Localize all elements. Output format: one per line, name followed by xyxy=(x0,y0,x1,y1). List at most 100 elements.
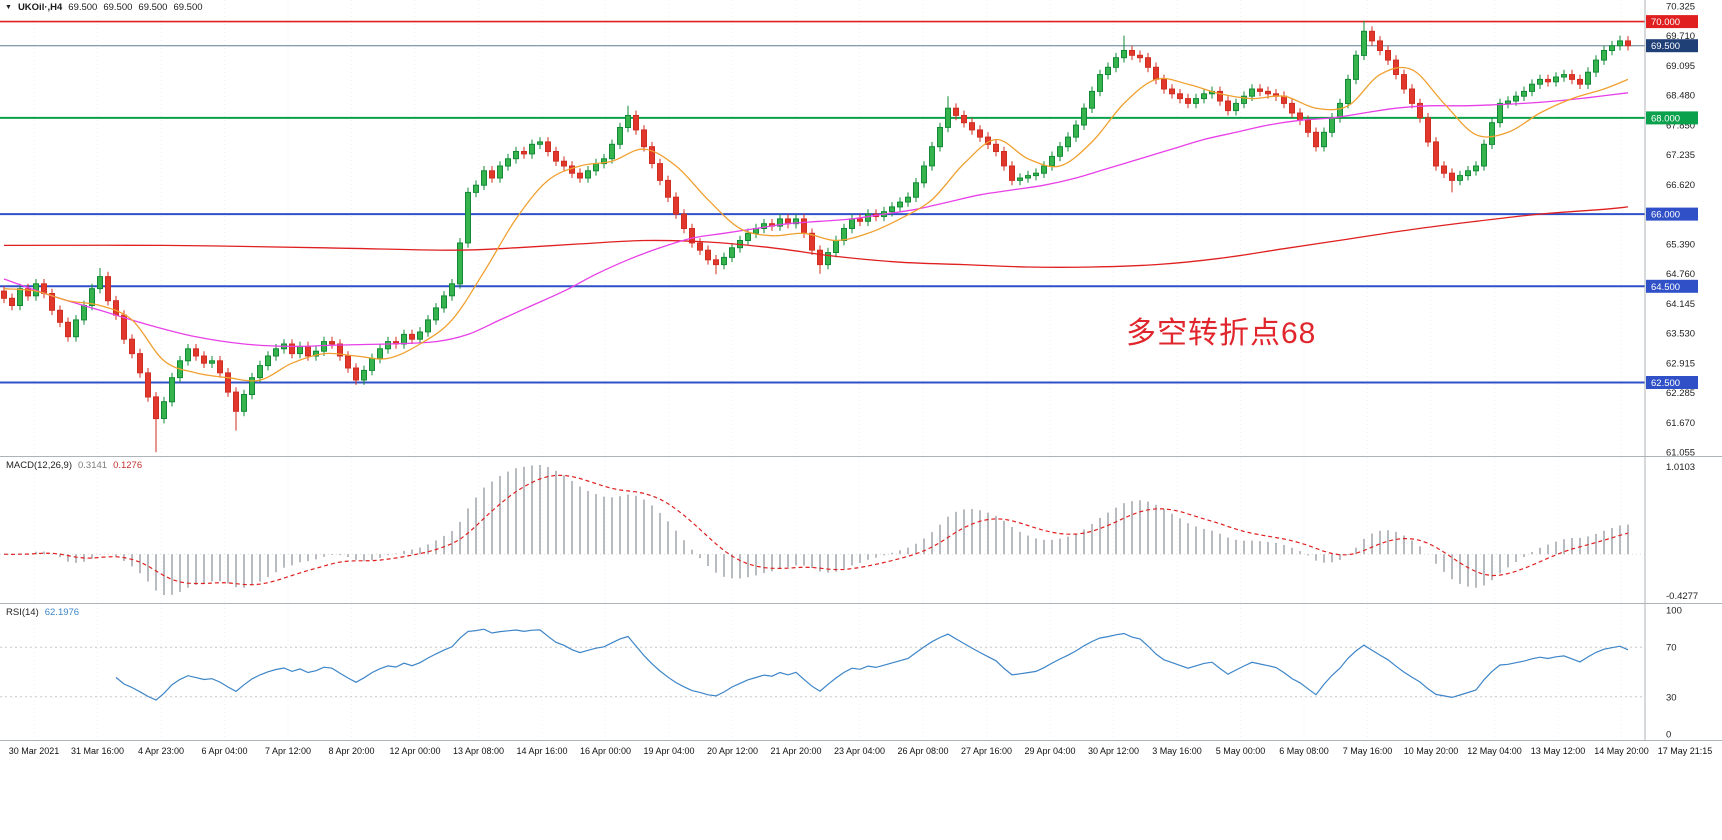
time-axis-label: 14 Apr 16:00 xyxy=(516,746,568,756)
time-axis-label: 16 Apr 00:00 xyxy=(579,746,632,756)
macd-label: MACD(12,26,9) 0.3141 0.1276 xyxy=(6,460,142,471)
time-axis-label: 21 Apr 20:00 xyxy=(770,746,822,756)
time-axis-label: 3 May 16:00 xyxy=(1152,746,1202,756)
time-axis-label: 23 Apr 04:00 xyxy=(833,746,886,756)
time-axis-label: 7 May 16:00 xyxy=(1342,746,1393,756)
svg-text:62.285: 62.285 xyxy=(1666,388,1695,399)
svg-text:61.670: 61.670 xyxy=(1666,418,1695,429)
time-axis-label: 31 Mar 16:00 xyxy=(70,746,125,756)
svg-text:68.000: 68.000 xyxy=(1651,113,1680,124)
time-axis-label: 26 Apr 08:00 xyxy=(897,746,949,756)
svg-text:61.055: 61.055 xyxy=(1666,448,1695,457)
macd-signal-line xyxy=(3,474,1629,586)
time-axis-label: 13 Apr 08:00 xyxy=(452,746,505,756)
panel-separator[interactable] xyxy=(0,740,1722,741)
svg-text:70.000: 70.000 xyxy=(1651,17,1680,28)
horizontal-level-lines[interactable] xyxy=(0,20,1645,384)
price-tag xyxy=(1646,279,1698,293)
time-axis-label: 20 Apr 12:00 xyxy=(706,746,759,756)
time-axis-label: 27 Apr 16:00 xyxy=(960,746,1013,756)
svg-text:66.620: 66.620 xyxy=(1666,180,1695,191)
svg-text:69.095: 69.095 xyxy=(1666,61,1695,72)
svg-text:1.0103: 1.0103 xyxy=(1666,462,1695,473)
price-tag xyxy=(1646,15,1698,29)
time-axis-label: 8 Apr 20:00 xyxy=(328,746,375,756)
chevron-down-icon[interactable]: ▼ xyxy=(5,3,12,11)
ohlc-open-value: 69.500 xyxy=(68,2,98,13)
symbol-timeframe-label: UKOil·,H4 xyxy=(17,2,63,13)
rsi-axis-labels: 100 70 30 0 xyxy=(1666,606,1682,741)
time-axis-label: 13 May 12:00 xyxy=(1530,746,1586,756)
svg-text:65.390: 65.390 xyxy=(1666,239,1695,250)
time-axis[interactable]: 30 Mar 2021 31 Mar 16:00 4 Apr 23:00 6 Apr … xyxy=(0,741,1722,767)
price-tag xyxy=(1646,39,1698,53)
macd-chart-canvas[interactable]: 1.0103 -0.4277 xyxy=(0,457,1722,603)
svg-text:70.325: 70.325 xyxy=(1666,2,1695,13)
svg-text:100: 100 xyxy=(1666,606,1682,617)
price-tag xyxy=(1646,207,1698,221)
svg-text:30: 30 xyxy=(1666,692,1677,703)
time-axis-label: 5 May 00:00 xyxy=(1215,746,1266,756)
rsi-title: RSI(14) xyxy=(6,607,39,618)
chart-annotation-text[interactable]: 多空转折点68 xyxy=(1126,317,1317,350)
time-axis-label: 14 May 20:00 xyxy=(1594,746,1649,756)
macd-title: MACD(12,26,9) xyxy=(6,460,72,471)
price-tag xyxy=(1646,111,1698,125)
svg-text:69.710: 69.710 xyxy=(1666,31,1695,42)
time-axis-label: 4 Apr 23:00 xyxy=(137,746,185,756)
macd-signal-value: 0.1276 xyxy=(113,460,143,471)
panel-separator[interactable] xyxy=(0,456,1722,457)
svg-text:62.915: 62.915 xyxy=(1666,358,1695,369)
svg-text:67.235: 67.235 xyxy=(1666,150,1695,161)
price-chart-panel[interactable]: 70.325 69.710 69.095 68.480 67.850 67.235 66.6… xyxy=(0,0,1722,456)
price-axis-labels: 70.325 69.710 69.095 68.480 67.850 67.235 66.6… xyxy=(1666,2,1695,457)
svg-text:62.500: 62.500 xyxy=(1651,378,1680,389)
time-axis-label: 30 Apr 12:00 xyxy=(1087,746,1140,756)
rsi-chart-canvas[interactable]: 100 70 30 0 xyxy=(0,604,1722,740)
svg-text:67.850: 67.850 xyxy=(1666,120,1695,131)
svg-text:63.530: 63.530 xyxy=(1666,329,1695,340)
svg-text:0: 0 xyxy=(1666,730,1671,741)
time-axis-label: 7 Apr 12:00 xyxy=(264,746,312,756)
svg-text:69.500: 69.500 xyxy=(1651,41,1680,52)
ma-mid-line xyxy=(3,92,1629,348)
rsi-value: 62.1976 xyxy=(44,607,80,618)
svg-text:68.480: 68.480 xyxy=(1666,91,1695,102)
macd-main-value: 0.3141 xyxy=(78,460,108,471)
time-axis-label: 29 Apr 04:00 xyxy=(1024,746,1076,756)
time-axis-label: 6 Apr 04:00 xyxy=(201,746,248,756)
symbol-info-bar: ▼ UKOil·,H4 69.500 69.500 69.500 69.500 xyxy=(5,2,203,13)
ma-slow-line xyxy=(3,206,1629,268)
time-axis-label: 19 Apr 04:00 xyxy=(643,746,695,756)
rsi-line xyxy=(115,628,1629,701)
rsi-indicator-panel[interactable]: 100 70 30 0 RSI(14) 62.1976 xyxy=(0,604,1722,740)
macd-axis-labels: 1.0103 -0.4277 xyxy=(1666,462,1698,602)
time-axis-label: 30 Mar 2021 xyxy=(8,746,60,756)
ohlc-low-value: 69.500 xyxy=(138,2,168,13)
svg-text:70: 70 xyxy=(1666,643,1677,654)
svg-text:66.000: 66.000 xyxy=(1651,210,1680,221)
time-axis-label: 10 May 20:00 xyxy=(1403,746,1459,756)
svg-text:64.760: 64.760 xyxy=(1666,269,1695,280)
time-axis-label: 12 Apr 00:00 xyxy=(389,746,441,756)
svg-text:64.500: 64.500 xyxy=(1651,282,1680,293)
candlestick-chart-canvas[interactable]: 70.325 69.710 69.095 68.480 67.850 67.235 66.6… xyxy=(0,0,1722,456)
price-tags: 70.000 68.000 66.000 64.500 62.500 69.500 xyxy=(1646,15,1698,389)
svg-text:-0.4277: -0.4277 xyxy=(1666,591,1698,602)
ohlc-high-value: 69.500 xyxy=(103,2,133,13)
grid-lines xyxy=(33,0,1622,456)
svg-text:64.145: 64.145 xyxy=(1666,299,1695,310)
candlestick-series xyxy=(1,20,1631,453)
time-axis-label: 12 May 04:00 xyxy=(1467,746,1522,756)
panel-separator[interactable] xyxy=(0,603,1722,604)
macd-histogram xyxy=(11,465,1629,595)
grid-lines xyxy=(33,457,1622,603)
price-tag xyxy=(1646,376,1698,389)
grid-lines xyxy=(33,604,1622,740)
time-axis-label: 6 May 08:00 xyxy=(1279,746,1329,756)
rsi-label: RSI(14) 62.1976 xyxy=(6,607,79,618)
ohlc-close-value: 69.500 xyxy=(173,2,203,13)
time-axis-label: 17 May 21:15 xyxy=(1657,746,1713,756)
macd-indicator-panel[interactable]: 1.0103 -0.4277 MACD(12,26,9) 0.3141 0.127… xyxy=(0,457,1722,603)
